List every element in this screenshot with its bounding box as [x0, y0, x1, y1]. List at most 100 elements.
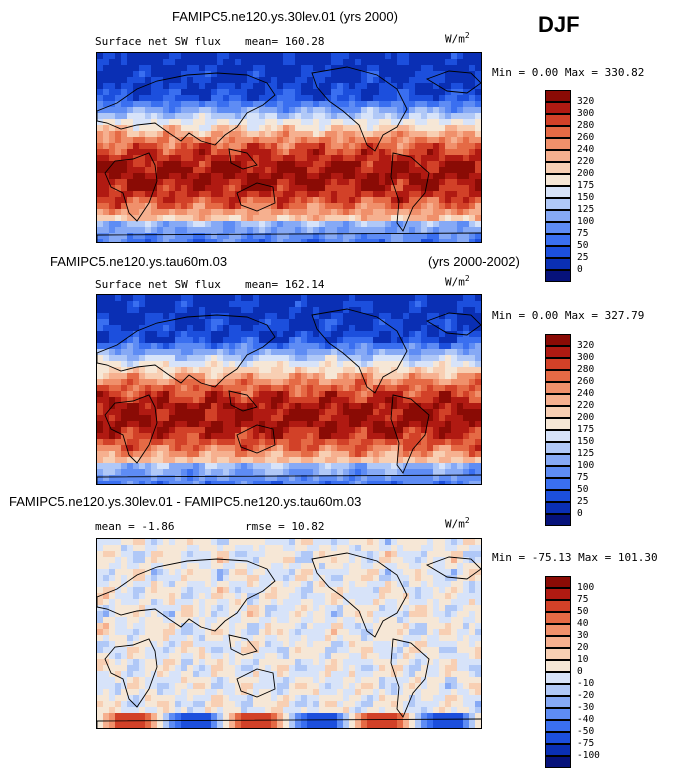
field-cell: [277, 71, 284, 78]
field-cell: [463, 557, 470, 564]
field-cell: [103, 463, 110, 470]
field-cell: [463, 481, 470, 484]
field-cell: [397, 107, 404, 114]
field-cell: [163, 337, 170, 344]
field-cell: [319, 101, 326, 108]
field-cell: [439, 119, 446, 126]
field-cell: [373, 239, 380, 242]
field-cell: [187, 65, 194, 72]
field-cell: [109, 59, 116, 66]
field-cell: [427, 421, 434, 428]
field-cell: [229, 379, 236, 386]
field-cell: [319, 593, 326, 600]
field-cell: [331, 89, 338, 96]
field-cell: [409, 539, 416, 546]
field-cell: [325, 65, 332, 72]
field-cell: [151, 475, 158, 482]
field-cell: [421, 65, 428, 72]
field-cell: [469, 307, 476, 314]
field-cell: [313, 53, 320, 60]
field-cell: [157, 451, 164, 458]
field-cell: [253, 101, 260, 108]
field-cell: [133, 161, 140, 168]
field-cell: [253, 149, 260, 156]
field-cell: [205, 355, 212, 362]
field-cell: [151, 89, 158, 96]
field-cell: [409, 173, 416, 180]
field-cell: [211, 53, 218, 60]
field-cell: [247, 581, 254, 588]
field-cell: [385, 367, 392, 374]
field-cell: [199, 367, 206, 374]
field-cell: [445, 113, 452, 120]
field-cell: [271, 295, 278, 302]
field-cell: [451, 295, 458, 302]
field-cell: [241, 53, 248, 60]
field-cell: [97, 221, 104, 228]
field-cell: [265, 191, 272, 198]
field-cell: [289, 581, 296, 588]
field-cell: [295, 445, 302, 452]
field-cell: [427, 433, 434, 440]
field-cell: [445, 95, 452, 102]
field-cell: [121, 113, 128, 120]
field-cell: [343, 185, 350, 192]
field-cell: [421, 301, 428, 308]
field-cell: [127, 313, 134, 320]
field-cell: [481, 545, 482, 552]
field-cell: [421, 203, 428, 210]
field-cell: [235, 215, 242, 222]
field-cell: [211, 599, 218, 606]
field-cell: [217, 415, 224, 422]
field-cell: [211, 433, 218, 440]
field-cell: [235, 379, 242, 386]
field-cell: [367, 113, 374, 120]
field-cell: [97, 427, 104, 434]
field-cell: [235, 161, 242, 168]
field-cell: [223, 457, 230, 464]
field-cell: [313, 215, 320, 222]
field-cell: [193, 89, 200, 96]
field-cell: [235, 361, 242, 368]
field-cell: [295, 415, 302, 422]
field-cell: [277, 367, 284, 374]
field-cell: [457, 137, 464, 144]
field-cell: [253, 343, 260, 350]
field-cell: [337, 161, 344, 168]
field-cell: [121, 131, 128, 138]
field-cell: [265, 593, 272, 600]
field-cell: [379, 385, 386, 392]
field-cell: [481, 391, 482, 398]
field-cell: [115, 343, 122, 350]
field-cell: [325, 233, 332, 240]
field-cell: [361, 301, 368, 308]
field-cell: [397, 569, 404, 576]
colorbar-tick-label: 100: [577, 216, 595, 227]
field-cell: [343, 581, 350, 588]
field-cell: [463, 469, 470, 476]
field-cell: [205, 599, 212, 606]
field-cell: [289, 575, 296, 582]
field-cell: [205, 409, 212, 416]
field-cell: [217, 605, 224, 612]
field-cell: [151, 451, 158, 458]
field-cell: [199, 599, 206, 606]
field-cell: [115, 131, 122, 138]
field-cell: [103, 185, 110, 192]
field-cell: [481, 427, 482, 434]
field-cell: [145, 415, 152, 422]
field-cell: [271, 325, 278, 332]
field-cell: [337, 101, 344, 108]
field-cell: [229, 331, 236, 338]
field-cell: [319, 539, 326, 546]
field-cell: [301, 77, 308, 84]
field-cell: [439, 439, 446, 446]
field-cell: [313, 599, 320, 606]
field-cell: [217, 481, 224, 484]
field-cell: [103, 221, 110, 228]
field-cell: [247, 179, 254, 186]
field-cell: [343, 119, 350, 126]
field-cell: [451, 581, 458, 588]
field-cell: [391, 403, 398, 410]
field-cell: [199, 233, 206, 240]
